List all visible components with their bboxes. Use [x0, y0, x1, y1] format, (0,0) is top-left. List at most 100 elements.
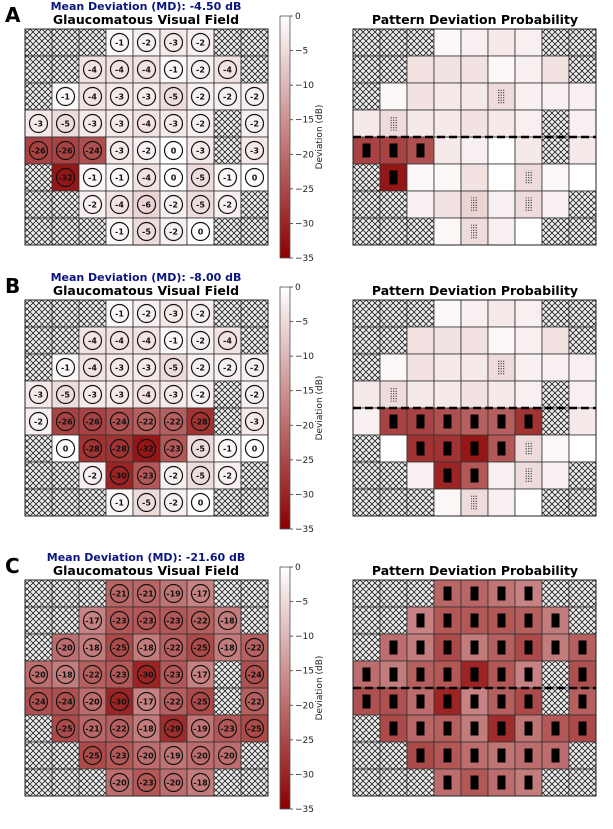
masked-cell: [78, 217, 107, 246]
cell-value: -23: [220, 725, 234, 734]
probability-cell: [541, 633, 570, 662]
masked-cell: [51, 579, 80, 608]
masked-cell: [240, 579, 269, 608]
masked-cell: [568, 326, 597, 355]
cell-value: -3: [34, 120, 43, 129]
value-circle: [109, 357, 130, 378]
cell-value: -24: [85, 147, 100, 156]
masked-cell: [352, 299, 381, 328]
probability-cell: [541, 326, 570, 355]
cell-value: -5: [142, 499, 151, 508]
probability-cell: [406, 461, 435, 490]
probability-symbol-dotted: [498, 360, 505, 375]
probability-symbol-solid: [470, 468, 479, 483]
probability-symbol-solid: [416, 748, 425, 763]
colorbar-tick-label: −20: [295, 150, 314, 160]
cell-value: -26: [31, 147, 46, 156]
probability-symbol-solid: [551, 721, 560, 736]
masked-cell: [568, 217, 597, 246]
probability-symbol-dotted: [525, 170, 532, 185]
cell-value: -2: [34, 418, 43, 427]
cell-value: -1: [61, 364, 70, 373]
value-circle: [82, 465, 103, 486]
value-circle: [190, 691, 211, 712]
value-circle: [244, 384, 265, 405]
masked-cell: [24, 434, 53, 463]
cell-value: -18: [139, 644, 154, 653]
masked-cell: [352, 28, 381, 57]
cell-value: -20: [166, 779, 181, 788]
value-circle: [55, 384, 76, 405]
masked-cell: [240, 299, 269, 328]
cell-value: -23: [139, 472, 153, 481]
value-circle: [109, 745, 130, 766]
cell-value: -23: [112, 617, 126, 626]
value-circle: [244, 167, 265, 188]
value-circle: [136, 32, 157, 53]
cell-value: -3: [250, 147, 259, 156]
probability-symbol-solid: [524, 414, 533, 429]
masked-cell: [541, 380, 570, 409]
cell-value: -32: [58, 174, 72, 183]
probability-symbol-solid: [389, 721, 398, 736]
probability-symbol-dotted: [471, 197, 478, 212]
cell-value: -2: [250, 364, 259, 373]
cell-value: -32: [139, 445, 153, 454]
probability-symbol-solid: [578, 721, 587, 736]
masked-cell: [568, 579, 597, 608]
probability-symbol-solid: [497, 667, 506, 682]
cell-value: -2: [142, 39, 151, 48]
masked-cell: [24, 579, 53, 608]
value-circle: [55, 691, 76, 712]
masked-cell: [541, 579, 570, 608]
masked-cell: [213, 217, 242, 246]
cell-value: -19: [193, 725, 208, 734]
probability-symbol-solid: [551, 748, 560, 763]
value-circle: [190, 745, 211, 766]
value-circle: [163, 221, 184, 242]
cell-value: -2: [196, 364, 205, 373]
left-plot-title: Glaucomatous Visual Field: [53, 283, 239, 298]
cell-value: -22: [166, 644, 180, 653]
cell-value: -3: [250, 418, 259, 427]
cell-value: -3: [88, 120, 97, 129]
cell-value: -3: [142, 93, 151, 102]
cell-value: -3: [169, 391, 178, 400]
probability-cell: [379, 434, 408, 463]
value-circle: [217, 59, 238, 80]
probability-symbol-solid: [443, 414, 452, 429]
cell-value: -22: [85, 671, 99, 680]
mean-deviation-title: Mean Deviation (MD): -21.60 dB: [47, 551, 246, 564]
probability-cell: [487, 488, 516, 517]
masked-cell: [24, 633, 53, 662]
value-circle: [82, 86, 103, 107]
masked-cell: [213, 579, 242, 608]
colorbar-label: Deviation (dB): [315, 656, 325, 721]
colorbar-tick-label: 0: [295, 283, 301, 293]
probability-symbol-solid: [443, 667, 452, 682]
cell-value: 0: [252, 445, 258, 454]
probability-symbol-solid: [551, 640, 560, 655]
value-circle: [55, 86, 76, 107]
masked-cell: [240, 461, 269, 490]
probability-cell: [433, 488, 462, 517]
cell-value: -23: [166, 445, 180, 454]
value-circle: [28, 384, 49, 405]
value-circle: [244, 140, 265, 161]
masked-cell: [568, 461, 597, 490]
probability-cell: [487, 461, 516, 490]
probability-symbol-solid: [470, 721, 479, 736]
cell-value: -22: [193, 617, 207, 626]
cell-value: -30: [112, 472, 127, 481]
cell-value: -2: [223, 201, 232, 210]
probability-symbol-dotted: [471, 495, 478, 510]
masked-cell: [352, 163, 381, 192]
masked-cell: [406, 579, 435, 608]
probability-cell: [406, 55, 435, 84]
value-circle: [109, 140, 130, 161]
masked-cell: [78, 768, 107, 797]
value-circle: [136, 637, 157, 658]
probability-cell: [487, 163, 516, 192]
cell-value: -18: [85, 644, 100, 653]
value-circle: [28, 664, 49, 685]
